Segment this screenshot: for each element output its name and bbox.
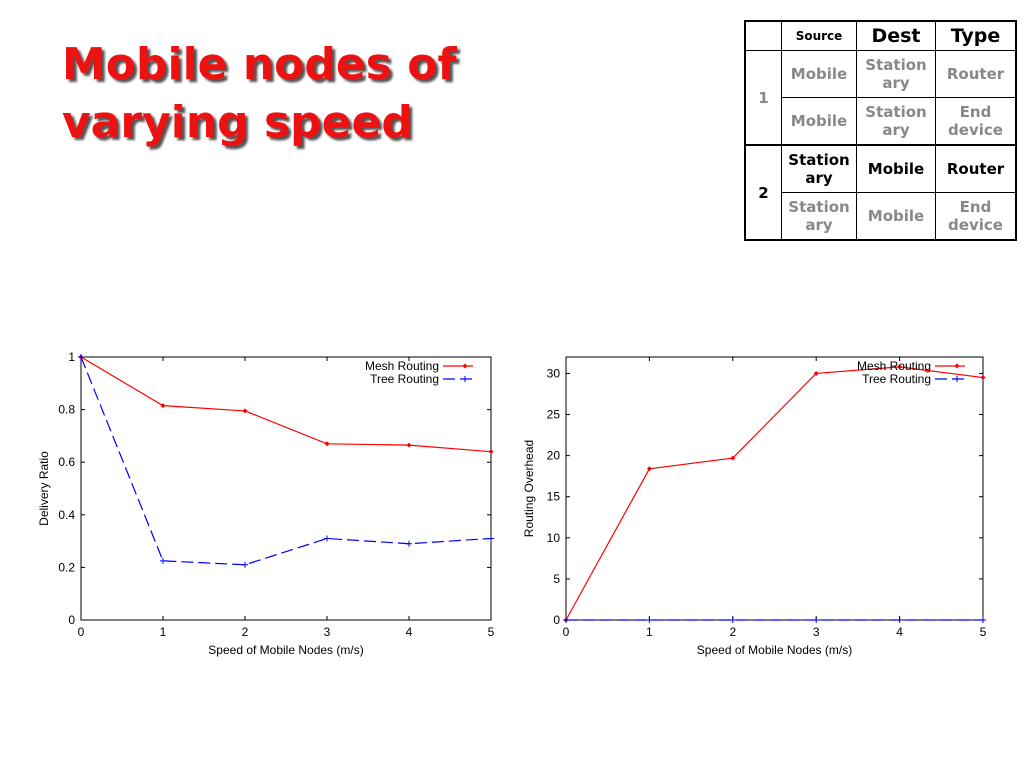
group-label: 2 (744, 144, 782, 241)
x-tick-label: 3 (324, 625, 331, 639)
table-cell-source: Mobile (781, 50, 857, 98)
table-header-cell (744, 20, 782, 51)
legend-marker (462, 376, 468, 382)
table-cell-dest: Mobile (856, 144, 936, 193)
legend-label: Mesh Routing (365, 359, 439, 373)
series-line-mesh-routing (80, 356, 492, 453)
table-row: 2 Station ary Mobile Router (744, 144, 1017, 241)
plot-frame (80, 356, 492, 621)
table-header-cell: Dest (856, 20, 936, 51)
series-line-tree-routing (80, 356, 492, 566)
y-tick-label: 0.2 (58, 560, 75, 574)
data-point (324, 441, 330, 447)
y-tick-label: 0 (68, 613, 75, 627)
table-cell-dest: Station ary (856, 97, 936, 146)
table-cell-type: End device (935, 97, 1017, 146)
x-tick-label: 1 (160, 625, 167, 639)
table-cell-type: Router (935, 50, 1017, 98)
table-cell-source: Mobile (781, 97, 857, 146)
x-axis-label: Speed of Mobile Nodes (m/s) (208, 643, 363, 657)
legend-label: Tree Routing (370, 372, 439, 386)
y-tick-label: 0.6 (58, 455, 75, 469)
y-tick-label: 0.8 (58, 403, 75, 417)
data-point (406, 540, 412, 547)
table-row: 1 Mobile Station ary Router (744, 50, 1017, 146)
x-tick-label: 2 (242, 625, 249, 639)
table-cell-dest: Station ary (856, 50, 936, 98)
data-point (324, 535, 330, 542)
table-cell-type: Router (935, 144, 1017, 193)
table-row: Mobile Station ary End device (745, 97, 1017, 146)
table-cell-dest: Mobile (856, 192, 936, 241)
y-tick-label: 1 (68, 350, 75, 364)
data-point (488, 535, 494, 542)
data-point (160, 403, 166, 409)
slide-title: Mobile nodes of varying speed (62, 36, 502, 152)
table-row: Station ary Mobile End device (745, 192, 1017, 241)
data-point (78, 354, 84, 360)
scenario-table: Source Dest Type 1 Mobile Station ary Ro… (744, 20, 1017, 241)
data-point (242, 561, 248, 568)
data-point (160, 557, 166, 564)
slide-title-line2: varying speed (62, 97, 413, 148)
x-tick-label: 0 (78, 625, 85, 639)
legend-marker (462, 363, 468, 369)
y-axis-label: Delivery Ratio (37, 451, 51, 526)
x-tick-label: 5 (488, 625, 495, 639)
data-point (242, 408, 248, 414)
y-tick-label: 0.4 (58, 508, 75, 522)
slide-title-line1: Mobile nodes of (62, 39, 457, 90)
table-cell-source: Station ary (781, 144, 857, 193)
data-point (406, 442, 412, 448)
table-cell-type: End device (935, 192, 1017, 241)
table-cell-source: Station ary (781, 192, 857, 241)
x-tick-label: 4 (406, 625, 413, 639)
data-point (488, 449, 494, 455)
